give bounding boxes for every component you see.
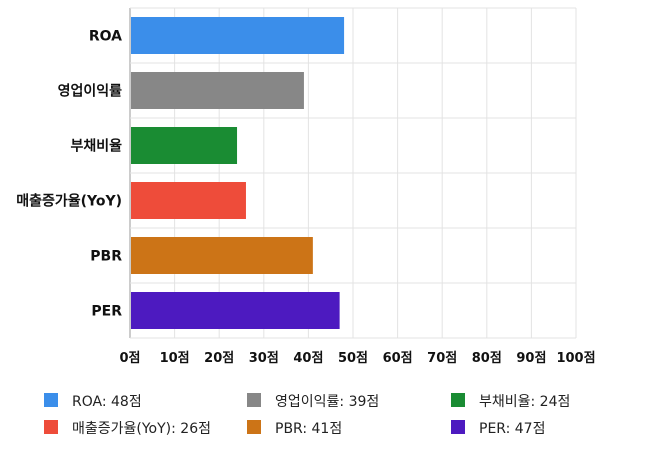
x-tick-label: 20점 bbox=[204, 351, 234, 366]
x-tick-label: 80점 bbox=[472, 351, 502, 366]
legend-swatch bbox=[247, 420, 261, 434]
legend-swatch bbox=[44, 420, 58, 434]
legend-swatch bbox=[247, 393, 261, 407]
bar bbox=[131, 182, 246, 219]
grid bbox=[129, 7, 577, 339]
x-tick-labels: 0점 10점 20점 30점 40점 50점 60점 70점 80점 90점 100점 bbox=[119, 351, 595, 366]
x-tick-label: 40점 bbox=[293, 351, 323, 366]
bar bbox=[131, 17, 345, 54]
bar bbox=[131, 237, 313, 274]
category-label: 매출증가율(YoY) bbox=[16, 193, 122, 210]
bars bbox=[131, 17, 345, 329]
legend-swatch bbox=[451, 393, 465, 407]
x-tick-label: 70점 bbox=[427, 351, 457, 366]
x-tick-label: 10점 bbox=[160, 351, 190, 366]
category-label: PBR bbox=[90, 249, 122, 265]
bar bbox=[131, 292, 340, 329]
x-tick-label: 90점 bbox=[516, 351, 546, 366]
legend-label: 영업이익률: 39점 bbox=[275, 394, 379, 410]
legend-label: PBR: 41점 bbox=[275, 421, 342, 437]
legend-swatch bbox=[44, 393, 58, 407]
legend-label: ROA: 48점 bbox=[72, 394, 142, 410]
x-tick-label: 50점 bbox=[338, 351, 368, 366]
legend-label: PER: 47점 bbox=[479, 421, 545, 437]
bar bbox=[131, 72, 304, 109]
bar bbox=[131, 127, 238, 164]
x-tick-label: 60점 bbox=[383, 351, 413, 366]
category-label: 영업이익률 bbox=[58, 83, 123, 100]
category-label: PER bbox=[91, 304, 122, 320]
legend-label: 매출증가율(YoY): 26점 bbox=[72, 421, 211, 437]
legend-swatch bbox=[451, 420, 465, 434]
x-tick-label: 30점 bbox=[249, 351, 279, 366]
x-tick-label: 100점 bbox=[556, 351, 595, 366]
category-label: 부채비율 bbox=[70, 138, 122, 155]
category-label: ROA bbox=[89, 29, 122, 45]
legend-label: 부채비율: 24점 bbox=[479, 394, 570, 410]
x-tick-label: 0점 bbox=[119, 351, 140, 366]
